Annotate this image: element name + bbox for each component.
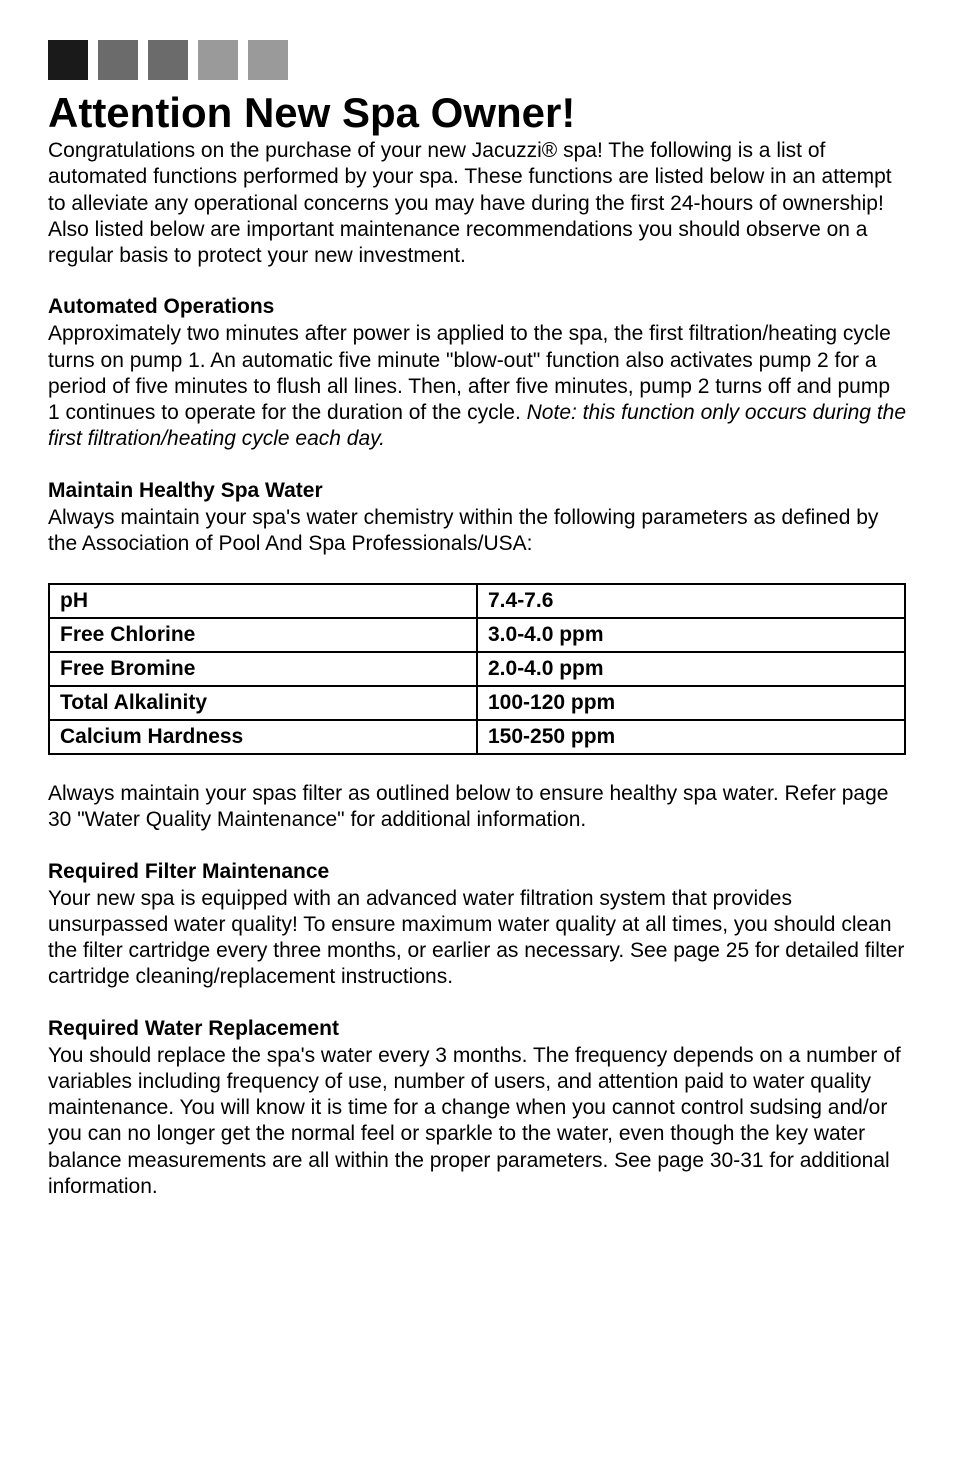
param-value: 100-120 ppm <box>477 686 905 720</box>
filter-body: Your new spa is equipped with an advance… <box>48 886 906 991</box>
after-table-paragraph: Always maintain your spas filter as outl… <box>48 781 906 834</box>
water-body: You should replace the spa's water every… <box>48 1043 906 1201</box>
water-params-table: pH 7.4-7.6 Free Chlorine 3.0-4.0 ppm Fre… <box>48 583 906 755</box>
param-label: Total Alkalinity <box>49 686 477 720</box>
param-value: 3.0-4.0 ppm <box>477 618 905 652</box>
param-value: 7.4-7.6 <box>477 584 905 618</box>
param-label: Free Bromine <box>49 652 477 686</box>
square-5 <box>248 40 288 80</box>
square-1 <box>48 40 88 80</box>
param-label: Free Chlorine <box>49 618 477 652</box>
param-label: Calcium Hardness <box>49 720 477 754</box>
square-4 <box>198 40 238 80</box>
param-value: 150-250 ppm <box>477 720 905 754</box>
automated-body: Approximately two minutes after power is… <box>48 321 906 452</box>
filter-heading: Required Filter Maintenance <box>48 860 906 884</box>
param-label: pH <box>49 584 477 618</box>
table-row: pH 7.4-7.6 <box>49 584 905 618</box>
healthy-heading: Maintain Healthy Spa Water <box>48 479 906 503</box>
intro-paragraph: Congratulations on the purchase of your … <box>48 138 906 269</box>
healthy-body: Always maintain your spa's water chemist… <box>48 505 906 558</box>
table-row: Calcium Hardness 150-250 ppm <box>49 720 905 754</box>
table-row: Total Alkalinity 100-120 ppm <box>49 686 905 720</box>
table-row: Free Chlorine 3.0-4.0 ppm <box>49 618 905 652</box>
water-heading: Required Water Replacement <box>48 1017 906 1041</box>
param-value: 2.0-4.0 ppm <box>477 652 905 686</box>
automated-heading: Automated Operations <box>48 295 906 319</box>
page-title: Attention New Spa Owner! <box>48 90 906 136</box>
square-3 <box>148 40 188 80</box>
table-row: Free Bromine 2.0-4.0 ppm <box>49 652 905 686</box>
square-2 <box>98 40 138 80</box>
decorative-squares <box>48 40 906 80</box>
